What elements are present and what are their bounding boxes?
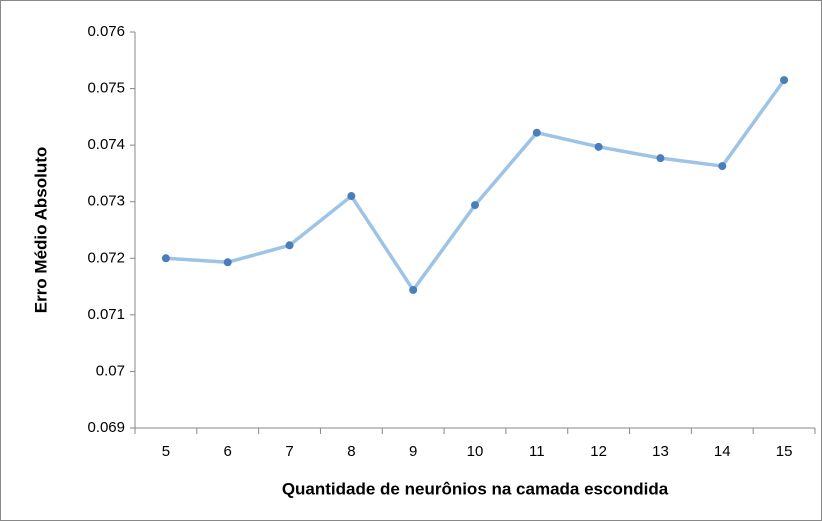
x-tick-label: 13 bbox=[652, 443, 669, 460]
data-point bbox=[718, 162, 727, 171]
x-tick-label: 7 bbox=[285, 443, 293, 460]
data-point bbox=[347, 192, 356, 201]
data-point bbox=[223, 258, 232, 267]
x-tick-label: 11 bbox=[529, 443, 545, 460]
data-point bbox=[409, 285, 418, 294]
x-tick-label: 12 bbox=[590, 443, 607, 460]
x-tick-label: 15 bbox=[776, 443, 793, 460]
x-tick-label: 5 bbox=[162, 443, 170, 460]
data-point bbox=[656, 154, 665, 163]
y-tick-label: 0.076 bbox=[87, 23, 125, 40]
data-point bbox=[780, 76, 789, 85]
y-tick-label: 0.07 bbox=[96, 362, 125, 379]
y-tick-label: 0.072 bbox=[87, 249, 125, 266]
x-tick-label: 6 bbox=[224, 443, 232, 460]
x-tick-label: 8 bbox=[347, 443, 355, 460]
y-axis-title: Erro Médio Absoluto bbox=[31, 147, 50, 314]
data-point bbox=[532, 128, 541, 137]
x-tick-label: 9 bbox=[409, 443, 417, 460]
y-tick-label: 0.074 bbox=[87, 136, 125, 153]
data-point bbox=[161, 254, 170, 263]
y-tick-label: 0.071 bbox=[87, 306, 125, 323]
data-point bbox=[285, 241, 294, 250]
y-tick-label: 0.069 bbox=[87, 419, 125, 436]
data-point bbox=[594, 142, 603, 151]
x-axis-title: Quantidade de neurônios na camada escond… bbox=[282, 479, 669, 498]
data-point bbox=[471, 201, 479, 210]
x-tick-label: 14 bbox=[714, 443, 731, 460]
x-tick-label: 10 bbox=[467, 443, 484, 460]
y-tick-label: 0.075 bbox=[87, 80, 125, 97]
y-tick-label: 0.073 bbox=[87, 193, 125, 210]
